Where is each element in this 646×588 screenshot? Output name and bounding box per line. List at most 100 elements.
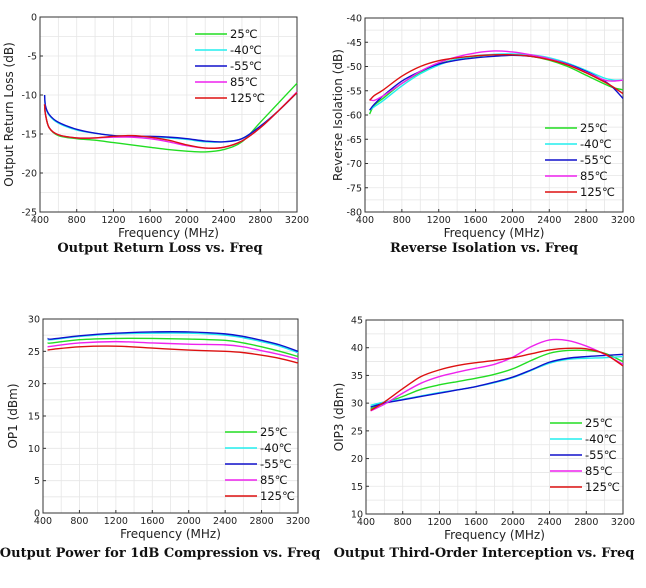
chart-title: Output Return Loss vs. Freq — [57, 241, 262, 256]
y-tick-label: 35 — [351, 371, 363, 382]
y-axis-label: OP1 (dBm) — [6, 383, 20, 448]
x-tick-label: 2400 — [537, 517, 561, 528]
series-line-25C — [47, 337, 299, 358]
x-tick-label: 400 — [34, 516, 52, 527]
x-tick-label: 2000 — [177, 516, 201, 527]
chart-title: Output Power for 1dB Compression vs. Fre… — [0, 546, 320, 561]
y-tick-label: 40 — [351, 343, 363, 354]
x-tick-label: 800 — [393, 215, 411, 226]
y-tick-label: -80 — [346, 208, 362, 219]
series-line-125C — [369, 54, 624, 101]
series-group — [368, 50, 624, 115]
gridlines — [365, 319, 624, 515]
x-tick-label: 2800 — [248, 215, 272, 226]
x-tick-label: 1600 — [464, 517, 488, 528]
chart-1: 400 800 1200 1600 2000 2400 2800 3200 0 -5 -10 -15 -… — [2, 13, 309, 257]
y-axis-label: Reverse Isolation (dB) — [331, 49, 345, 181]
chart-2: 400 800 1200 1600 2000 2400 2800 3200 -40 -45 -50 -… — [331, 14, 635, 257]
x-tick-label: 3200 — [611, 517, 635, 528]
x-axis-label: Frequency (MHz) — [444, 528, 545, 542]
legend-label: -40℃ — [230, 43, 262, 57]
legend-label: -55℃ — [260, 457, 292, 471]
x-tick-label: 2400 — [537, 215, 561, 226]
legend-label: 85℃ — [585, 464, 613, 478]
x-tick-label: 1600 — [138, 215, 162, 226]
plot-frame — [39, 16, 298, 213]
y-tick-label: -75 — [346, 183, 362, 194]
series-line-125C — [370, 347, 624, 411]
x-axis-label: Frequency (MHz) — [118, 226, 219, 240]
x-tick-label: 1600 — [140, 516, 164, 527]
y-tick-label: -50 — [346, 62, 362, 73]
y-tick-label: -5 — [28, 52, 37, 63]
y-tick-label: 0 — [34, 509, 40, 520]
series-line-85C — [47, 340, 299, 360]
y-tick-label: 25 — [28, 347, 40, 358]
y-tick-label: 5 — [34, 476, 40, 487]
legend-label: 25℃ — [580, 121, 608, 135]
series-group — [370, 338, 624, 412]
series-line--55C — [370, 353, 624, 408]
y-tick-label: 10 — [28, 444, 40, 455]
series-line--55C — [43, 92, 298, 143]
legend-label: 85℃ — [230, 75, 258, 89]
y-tick-label: -25 — [21, 208, 37, 219]
y-tick-label: 25 — [351, 426, 363, 437]
y-tick-label: 0 — [31, 13, 37, 24]
legend-label: 85℃ — [260, 473, 288, 487]
x-tick-label: 1200 — [104, 516, 128, 527]
legend-label: -40℃ — [585, 432, 617, 446]
x-tick-label: 400 — [357, 517, 375, 528]
x-tick-label: 2800 — [249, 516, 273, 527]
x-tick-label: 400 — [356, 215, 374, 226]
legend-label: 85℃ — [580, 169, 608, 183]
y-tick-label: -65 — [346, 135, 362, 146]
y-tick-label: 45 — [351, 316, 363, 327]
x-tick-label: 800 — [70, 516, 88, 527]
legend-label: 125℃ — [260, 489, 295, 503]
series-line--55C — [47, 331, 299, 352]
chart-4: 400 800 1200 1600 2000 2400 2800 3200 10 15 20 25 30… — [332, 316, 635, 562]
x-tick-label: 800 — [394, 517, 412, 528]
legend-label: -40℃ — [580, 137, 612, 151]
chart-title: Output Third-Order Interception vs. Freq — [334, 546, 635, 561]
y-tick-label: 10 — [351, 510, 363, 521]
x-tick-label: 2800 — [574, 215, 598, 226]
x-tick-label: 800 — [68, 215, 86, 226]
series-line-85C — [369, 50, 624, 102]
series-line-85C — [370, 338, 624, 412]
series-line-25C — [370, 349, 624, 410]
legend: 25℃ -40℃ -55℃ 85℃ 125℃ — [225, 425, 295, 503]
y-tick-label: -45 — [346, 38, 362, 49]
chart-title: Reverse Isolation vs. Freq — [390, 241, 578, 256]
series-line--55C — [369, 54, 624, 111]
legend-label: 125℃ — [585, 480, 620, 494]
gridlines — [39, 16, 298, 213]
y-tick-label: -15 — [21, 130, 37, 141]
y-tick-label: 30 — [351, 399, 363, 410]
legend-label: 25℃ — [585, 416, 613, 430]
y-tick-label: -55 — [346, 86, 362, 97]
x-tick-label: 3200 — [286, 516, 310, 527]
legend-label: 25℃ — [230, 27, 258, 41]
y-tick-label: -40 — [346, 14, 362, 25]
x-tick-label: 1600 — [463, 215, 487, 226]
y-tick-label: -20 — [21, 169, 37, 180]
x-tick-label: 3200 — [285, 215, 309, 226]
series-group — [43, 82, 298, 153]
series-line-125C — [43, 92, 298, 149]
y-tick-label: 15 — [351, 482, 363, 493]
x-tick-label: 1200 — [427, 517, 451, 528]
x-tick-label: 1200 — [427, 215, 451, 226]
series-line--40C — [369, 53, 624, 111]
series-line-125C — [47, 345, 299, 364]
y-axis-label: OIP3 (dBm) — [332, 383, 346, 452]
x-axis-label: Frequency (MHz) — [444, 226, 545, 240]
legend: 25℃ -40℃ -55℃ 85℃ 125℃ — [195, 27, 265, 105]
y-tick-label: 30 — [28, 315, 40, 326]
x-tick-label: 2000 — [501, 517, 525, 528]
y-tick-label: -60 — [346, 111, 362, 122]
x-tick-label: 2800 — [574, 517, 598, 528]
x-tick-label: 2000 — [175, 215, 199, 226]
